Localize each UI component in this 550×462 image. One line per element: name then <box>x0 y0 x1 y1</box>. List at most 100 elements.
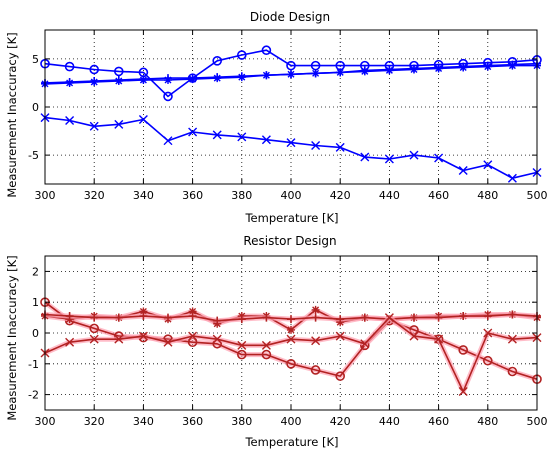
diode-data-point <box>483 160 493 170</box>
diode-data-point <box>90 77 99 86</box>
resistor-data-point <box>188 307 197 316</box>
resistor-data-point <box>384 313 394 323</box>
diode-data-point <box>311 69 320 78</box>
diode-data-point <box>384 154 394 164</box>
diode-xtick-label: 480 <box>477 189 498 202</box>
diode-data-point <box>139 75 148 84</box>
diode-data-point <box>311 141 321 150</box>
resistor-xtick-label: 400 <box>281 415 302 428</box>
resistor-data-point <box>212 334 222 344</box>
resistor-data-point <box>508 310 517 319</box>
resistor-data-point <box>483 328 493 338</box>
diode-data-point <box>360 152 370 162</box>
diode-grid <box>45 30 537 184</box>
resistor-data-point <box>507 334 517 344</box>
resistor-data-point <box>164 313 172 322</box>
diode-data-point <box>163 91 173 102</box>
resistor-data-point <box>483 312 492 321</box>
diode-xtick-label: 360 <box>182 189 203 202</box>
diode-data-point <box>188 74 197 83</box>
resistor-data-point <box>163 337 173 347</box>
diode-data-point <box>212 55 222 66</box>
diode-xtick-label: 500 <box>527 189 548 202</box>
resistor-data-point <box>213 316 222 325</box>
resistor-xtick-label: 320 <box>84 415 105 428</box>
diode-series-2 <box>41 59 541 87</box>
resistor-data-point <box>114 334 124 344</box>
diode-xtick-label: 380 <box>231 189 252 202</box>
diode-data-point <box>237 50 247 60</box>
resistor-ytick-label: 2 <box>32 265 39 278</box>
diode-data-point <box>385 65 394 74</box>
resistor-data-point <box>286 358 296 369</box>
resistor-xtick-label: 420 <box>330 415 351 428</box>
diode-series-line <box>44 49 538 98</box>
diode-series-3 <box>40 113 542 183</box>
diode-data-point <box>409 150 419 160</box>
diode-data-point <box>507 173 517 183</box>
diode-data-point <box>458 166 468 176</box>
resistor-data-point <box>138 331 148 341</box>
diode-data-point <box>114 66 124 77</box>
resistor-data-point <box>409 331 419 341</box>
diode-data-point <box>89 64 99 75</box>
diode-data-point <box>114 119 124 129</box>
resistor-data-point <box>188 312 197 321</box>
resistor-data-point <box>336 315 345 324</box>
diode-data-point <box>261 45 272 56</box>
resistor-xtick-label: 360 <box>182 415 203 428</box>
resistor-ylabel: Measurement Inaccuracy [K] <box>5 255 19 420</box>
diode-ylabel: Measurement Inaccuracy [K] <box>5 32 19 197</box>
resistor-data-point <box>261 340 271 350</box>
diode-data-point <box>286 60 296 71</box>
diode-data-point <box>213 73 222 82</box>
diode-data-point <box>114 76 123 85</box>
resistor-data-point <box>237 349 247 360</box>
diode-data-point <box>459 62 468 71</box>
resistor-series-2 <box>41 310 541 325</box>
diode-xtick-label: 340 <box>133 189 154 202</box>
resistor-data-point <box>459 312 468 321</box>
resistor-data-point <box>410 313 418 322</box>
resistor-ytick-label: 1 <box>32 296 39 309</box>
diode-data-point <box>164 74 172 83</box>
resistor-data-point <box>482 355 493 366</box>
diode-data-point <box>212 130 222 140</box>
resistor-xtick-label: 380 <box>231 415 252 428</box>
resistor-data-point <box>310 365 321 375</box>
diode-xlabel: Temperature [K] <box>244 211 338 225</box>
diode-data-point <box>89 121 99 131</box>
resistor-xtick-label: 460 <box>428 415 449 428</box>
diode-panel: Diode Design Temperature [K] Measurement… <box>5 10 548 225</box>
resistor-data-point <box>262 313 271 322</box>
diode-data-point <box>138 115 148 125</box>
resistor-data-point <box>507 366 518 377</box>
resistor-xtick-label: 340 <box>133 415 154 428</box>
resistor-title: Resistor Design <box>243 234 336 248</box>
diode-xtick-label: 400 <box>281 189 302 202</box>
diode-xtick-label: 440 <box>379 189 400 202</box>
diode-data-point <box>336 68 345 77</box>
resistor-ytick-label: -1 <box>28 358 39 371</box>
diode-ytick-label: -5 <box>28 149 39 162</box>
resistor-data-point <box>458 387 468 397</box>
diode-data-point <box>237 72 246 81</box>
resistor-data-point <box>311 305 320 314</box>
diode-data-point <box>508 60 517 69</box>
resistor-data-point <box>311 313 320 322</box>
diode-data-point <box>261 135 271 145</box>
diode-data-point <box>65 77 74 86</box>
diode-data-point <box>64 61 75 72</box>
resistor-data-point <box>286 334 296 344</box>
resistor-data-point <box>335 331 345 341</box>
resistor-xtick-label: 440 <box>379 415 400 428</box>
diode-data-point <box>188 127 198 137</box>
resistor-data-point <box>139 312 148 321</box>
resistor-data-point <box>335 371 346 381</box>
diode-data-point <box>237 132 247 142</box>
diode-data-point <box>483 61 492 70</box>
resistor-xtick-label: 480 <box>477 415 498 428</box>
resistor-data-point <box>90 313 99 322</box>
resistor-data-point <box>287 315 295 324</box>
